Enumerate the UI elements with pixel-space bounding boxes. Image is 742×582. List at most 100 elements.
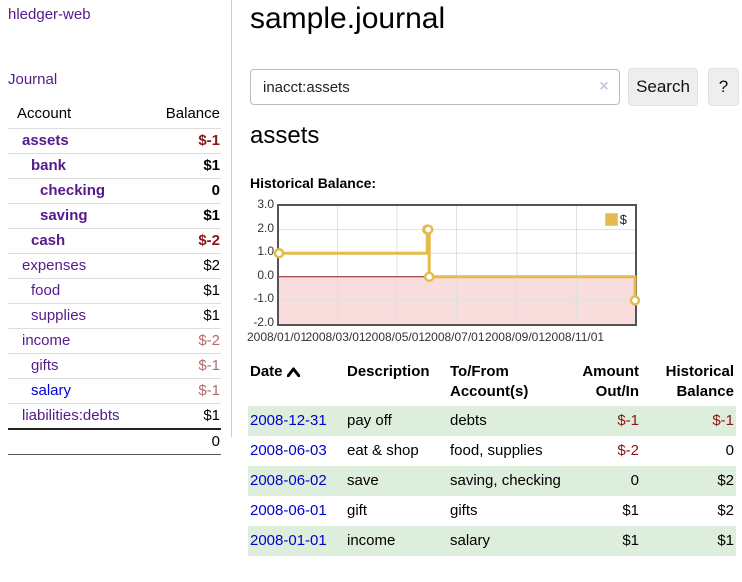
transaction-accounts: food, supplies [450,442,543,459]
account-balance: $2 [203,257,220,274]
account-link[interactable]: salary [31,382,72,399]
account-balance: $1 [203,307,220,324]
register-table: Date Description To/From Account(s) Amou… [248,358,736,556]
account-row: liabilities:debts $1 [8,403,221,430]
x-tick-label: 2008/07/01 [424,330,485,344]
chart-title: Historical Balance: [250,175,377,191]
chart-canvas [273,206,641,324]
transaction-date-link[interactable]: 2008-12-31 [250,412,327,429]
register-header-balance: Historical Balance [665,363,734,400]
account-link[interactable]: supplies [31,307,87,324]
transaction-row: 2008-12-31 pay off debts $-1 $-1 [248,406,736,436]
clear-search-icon[interactable]: × [599,78,609,95]
account-row: bank $1 [8,153,221,179]
account-balance: $-1 [198,382,220,399]
transaction-row: 2008-01-01 income salary $1 $1 [248,526,736,556]
account-link[interactable]: liabilities:debts [22,407,120,424]
help-button[interactable]: ? [708,68,739,106]
search-input[interactable] [250,69,620,105]
transaction-amount: $-2 [617,442,639,459]
account-row: gifts $-1 [8,353,221,379]
transaction-description: gift [347,502,368,519]
register-table-body: 2008-12-31 pay off debts $-1 $-1 2008-06-03 ea… [248,406,736,556]
transaction-date-link[interactable]: 2008-01-01 [250,532,327,549]
accounts-table-header: Account Balance [8,100,221,129]
register-header-date[interactable]: Date [248,358,345,406]
account-link[interactable]: cash [31,232,66,249]
register-header-accounts: To/From Account(s) [450,363,529,400]
legend-swatch-icon [604,213,618,226]
account-row: assets $-1 [8,128,221,154]
account-balance: $1 [203,207,220,224]
account-row: income $-2 [8,328,221,354]
accounts-table-body: assets $-1 bank $1 checking 0 saving $1 cash $-2 e… [8,128,221,430]
account-balance: $-2 [198,232,220,249]
account-link[interactable]: bank [31,157,67,174]
app-brand-link[interactable]: hledger-web [8,6,91,23]
y-tick-label: -2.0 [253,315,274,329]
account-row: supplies $1 [8,303,221,329]
transaction-description: eat & shop [347,442,419,459]
account-row: expenses $2 [8,253,221,279]
y-tick-label: -1.0 [253,291,274,306]
sidebar-item-journal[interactable]: Journal [8,71,58,88]
search-form: × Search ? [250,68,742,106]
y-tick-label: 0.0 [257,267,274,282]
account-balance: $1 [203,282,220,299]
x-tick-label: 2008/05/01 [364,330,426,344]
transaction-accounts: salary [450,532,491,549]
y-tick-label: 1.0 [257,244,274,259]
account-link[interactable]: expenses [22,257,87,274]
register-header-amount: Amount Out/In [582,363,639,400]
accounts-header-balance: Balance [165,105,220,122]
page-title: sample.journal [250,2,446,35]
transaction-row: 2008-06-01 gift gifts $1 $2 [248,496,736,526]
sidebar: hledger-web Journal Account Balance asse… [0,0,232,455]
account-link[interactable]: gifts [31,357,59,374]
register-header-row: Date Description To/From Account(s) Amou… [248,358,736,406]
transaction-accounts: gifts [450,502,478,519]
x-tick-label: 2008/09/01 [484,330,545,344]
transaction-amount: $-1 [617,412,639,429]
transaction-balance: $2 [717,472,734,489]
x-tick-label: 2008/11/01 [544,330,605,344]
transaction-amount: $1 [622,532,639,549]
transaction-date-link[interactable]: 2008-06-01 [250,502,327,519]
account-link[interactable]: saving [40,207,88,224]
main-content: sample.journal × Search ? assets Histori… [247,0,742,582]
transaction-date-link[interactable]: 2008-06-03 [250,442,327,459]
account-balance: $-1 [198,132,220,149]
transaction-balance: $-1 [712,412,734,429]
account-balance: $1 [203,157,220,174]
account-link[interactable]: income [22,332,71,349]
transaction-row: 2008-06-03 eat & shop food, supplies $-2 0 [248,436,736,466]
accounts-total-row: 0 [8,429,221,455]
transaction-row: 2008-06-02 save saving, checking 0 $2 [248,466,736,496]
transaction-amount: $1 [622,502,639,519]
transaction-description: income [347,532,396,549]
transaction-amount: 0 [630,472,639,489]
accounts-total-value: 0 [211,433,220,450]
search-button[interactable]: Search [628,68,698,106]
account-row: food $1 [8,278,221,304]
account-link[interactable]: checking [40,182,106,199]
x-tick-label: 2008/01/01 [246,330,308,344]
register-header-description: Description [347,363,430,380]
legend-label: $ [619,212,627,227]
account-balance: 0 [211,182,220,199]
y-tick-label: 3.0 [257,197,274,211]
transaction-description: save [347,472,379,489]
register-header-date-label: Date [250,363,283,380]
account-link[interactable]: food [31,282,61,299]
transaction-description: pay off [347,412,392,429]
account-link[interactable]: assets [22,132,69,149]
account-heading: assets [250,122,320,149]
transaction-accounts: debts [450,412,487,429]
account-balance: $1 [203,407,220,424]
account-row: saving $1 [8,203,221,229]
transaction-date-link[interactable]: 2008-06-02 [250,472,327,489]
chart-plot-area: $ [273,204,641,326]
sort-ascending-icon [286,363,301,383]
y-tick-label: 2.0 [257,220,274,235]
x-tick-label: 2008/03/01 [305,330,366,344]
